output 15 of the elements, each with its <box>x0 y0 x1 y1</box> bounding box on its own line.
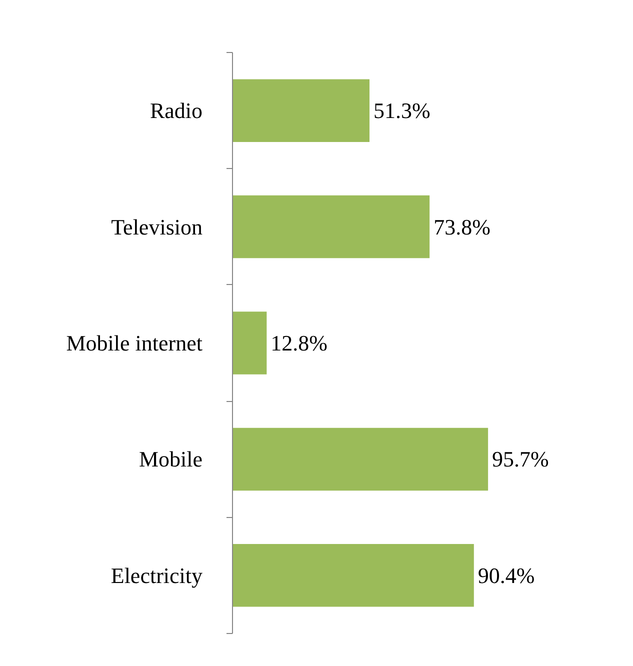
bar <box>232 312 267 374</box>
data-label: 51.3% <box>373 98 430 124</box>
y-tick-label: Electricity <box>110 562 203 588</box>
bar <box>232 79 370 142</box>
y-tick-label: Mobile <box>138 446 203 472</box>
data-label: 73.8% <box>434 214 490 240</box>
bar <box>232 428 488 491</box>
y-tick-label: Mobile internet <box>66 330 203 356</box>
bar <box>232 195 430 258</box>
data-label: 12.8% <box>270 330 328 356</box>
y-tick-label: Television <box>111 214 203 240</box>
data-label: 90.4% <box>478 562 535 588</box>
data-label: 95.7% <box>492 446 549 472</box>
y-tick-label: Radio <box>150 98 203 124</box>
bar <box>232 544 474 607</box>
